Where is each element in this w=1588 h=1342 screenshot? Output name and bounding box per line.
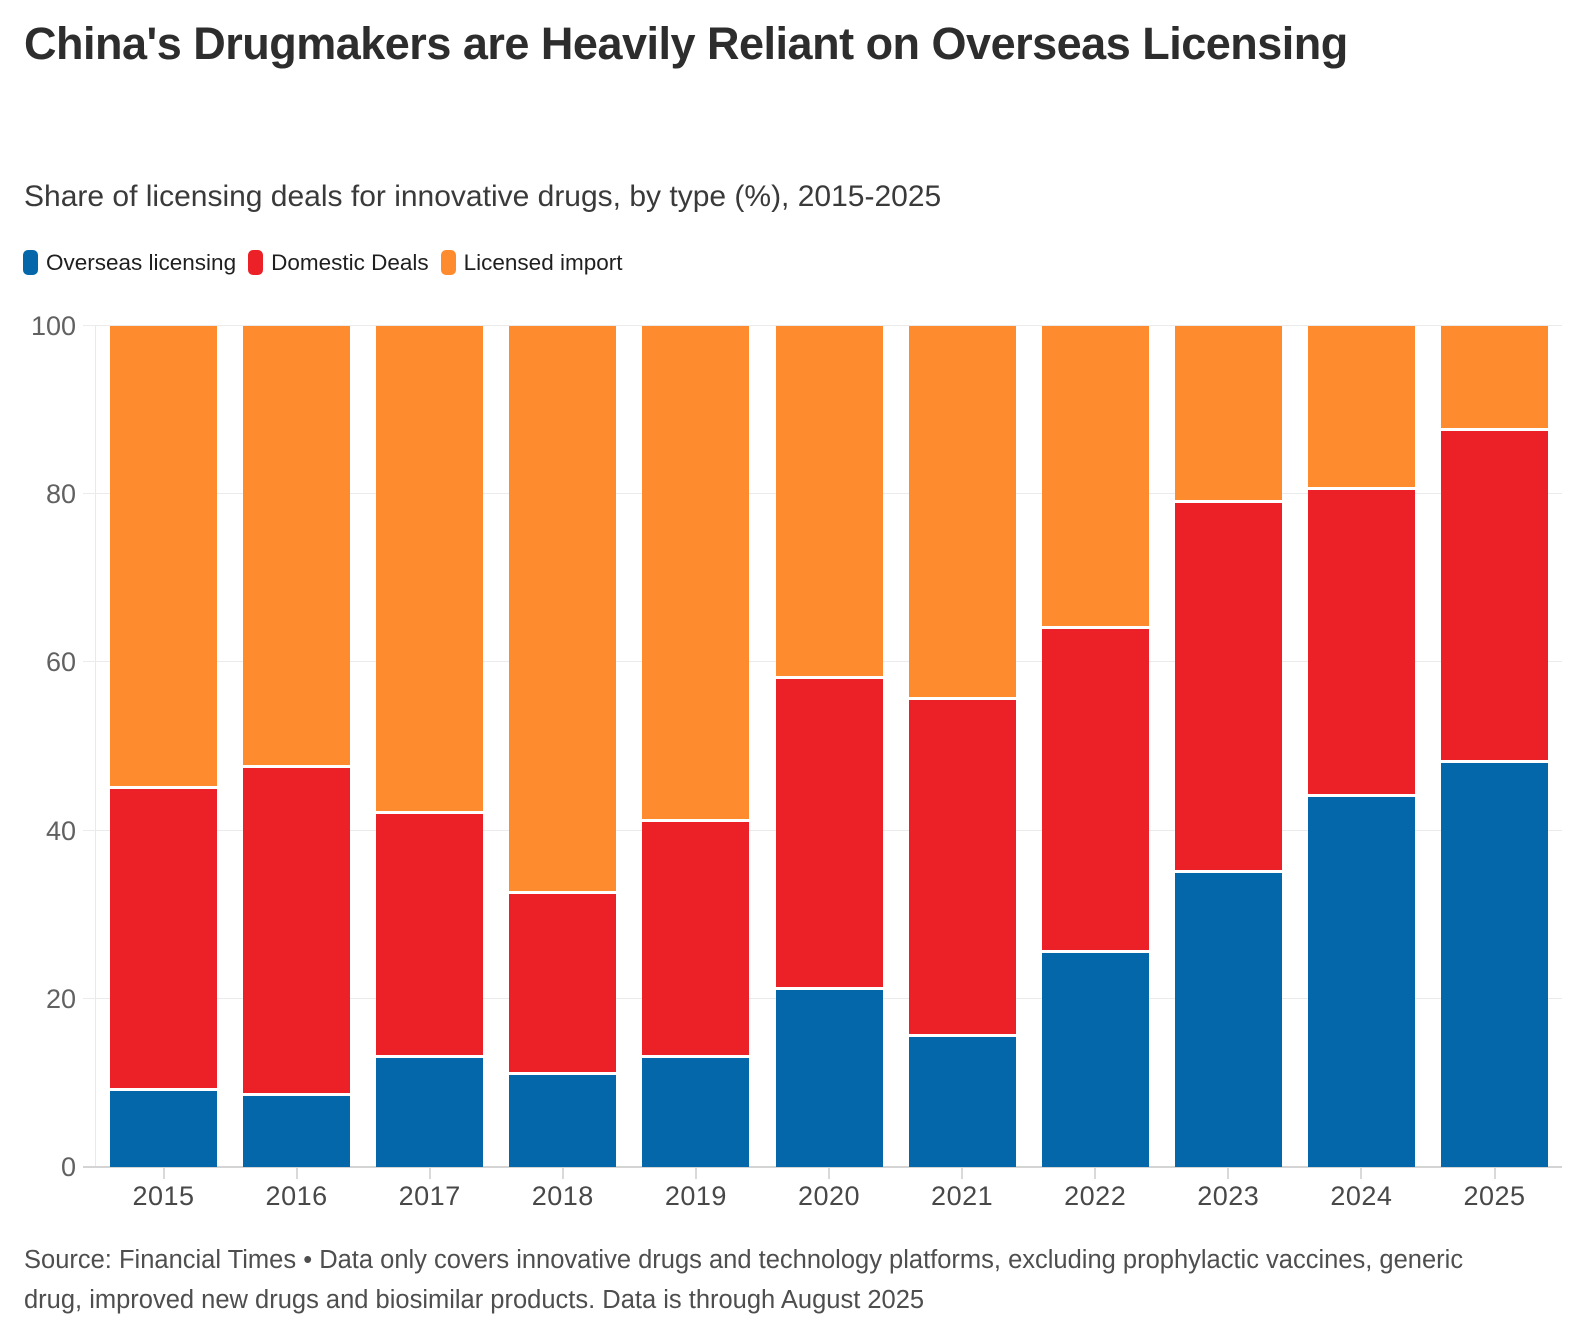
bar-segment-overseas-licensing-2023 [1174,872,1282,1167]
legend-item: Overseas licensing [23,250,236,275]
x-axis-tick [295,1168,298,1179]
x-axis-label-2019: 2019 [664,1181,727,1211]
bar-segment-domestic-deals-2020 [775,679,883,991]
bar-segment-overseas-licensing-2015 [110,1091,217,1167]
bar-column-2021 [908,326,1016,1167]
legend-swatch [248,250,264,275]
bar-column-2023 [1174,326,1282,1167]
bar-segment-domestic-deals-2017 [376,813,484,1058]
bar-segment-licensed-import-2015 [110,326,217,789]
x-axis-tick [162,1168,165,1179]
x-axis-label-2015: 2015 [132,1181,195,1211]
legend-swatch [440,250,456,275]
bar-segment-licensed-import-2018 [509,326,617,894]
gridline [83,325,1562,326]
plot-area [83,325,1562,1168]
y-axis-tick-label: 20 [45,983,76,1014]
x-axis-label-2025: 2025 [1463,1181,1526,1211]
bar-column-2019 [642,326,750,1167]
bar-segment-licensed-import-2020 [775,326,883,680]
bar-segment-licensed-import-2017 [376,326,484,814]
bar-segment-overseas-licensing-2025 [1441,763,1548,1167]
bar-column-2016 [243,326,351,1167]
bar-column-2025 [1441,326,1548,1167]
y-axis-tick-label: 0 [60,1152,76,1182]
bar-segment-licensed-import-2021 [908,326,1016,701]
bar-segment-domestic-deals-2024 [1307,490,1415,797]
legend-label: Licensed import [463,250,623,275]
y-axis-tick-label: 100 [30,311,76,341]
x-axis-tick [694,1168,697,1179]
y-axis-tick-label: 60 [45,647,76,678]
bar-segment-overseas-licensing-2021 [908,1036,1016,1167]
bar-column-2017 [376,326,484,1167]
x-axis-tick [828,1168,830,1179]
bar-column-2018 [509,326,617,1167]
x-axis-tick [961,1168,964,1179]
bar-column-2022 [1041,326,1149,1167]
bar-segment-licensed-import-2025 [1441,326,1548,432]
bar-column-2020 [775,326,883,1167]
bar-segment-overseas-licensing-2024 [1307,796,1415,1167]
bar-segment-domestic-deals-2022 [1041,628,1149,953]
x-axis-label-2021: 2021 [931,1181,994,1211]
bar-segment-licensed-import-2024 [1307,326,1415,490]
legend-item: Licensed import [440,250,623,275]
bar-segment-domestic-deals-2021 [908,700,1016,1037]
x-axis-tick [561,1168,564,1179]
legend-label: Overseas licensing [46,250,237,275]
bar-segment-domestic-deals-2016 [243,767,351,1096]
bar-segment-domestic-deals-2018 [509,893,617,1075]
y-axis-line [95,326,96,1167]
x-axis-tick [428,1168,431,1179]
legend-label: Domestic Deals [271,250,429,275]
bar-segment-overseas-licensing-2020 [775,990,883,1167]
y-axis-tick-label: 80 [45,479,76,510]
chart-subtitle: Share of licensing deals for innovative … [24,180,942,213]
bar-segment-licensed-import-2016 [243,326,351,768]
x-axis-label-2022: 2022 [1064,1181,1127,1211]
bar-segment-overseas-licensing-2017 [376,1057,484,1167]
x-axis-baseline [83,1166,1562,1168]
source-note: Source: Financial Times • Data only cove… [24,1246,1464,1314]
bar-column-2015 [110,326,217,1167]
bar-segment-domestic-deals-2015 [110,788,217,1092]
x-axis-label-2024: 2024 [1330,1181,1393,1211]
bar-segment-overseas-licensing-2022 [1041,952,1149,1167]
x-axis-label-2017: 2017 [398,1181,461,1211]
x-axis-tick [1493,1168,1496,1179]
bar-segment-domestic-deals-2025 [1441,431,1548,764]
bar-segment-overseas-licensing-2018 [509,1074,617,1167]
bar-segment-licensed-import-2023 [1174,326,1282,503]
bar-segment-domestic-deals-2019 [642,822,750,1058]
legend: Overseas licensing Domestic Deals Licensed… [23,250,622,275]
bar-segment-overseas-licensing-2019 [642,1057,750,1167]
x-axis-label-2018: 2018 [531,1181,594,1211]
legend-item: Domestic Deals [248,250,429,275]
bar-segment-domestic-deals-2023 [1174,502,1282,873]
x-axis-tick [1360,1168,1363,1179]
x-axis-tick [1227,1168,1230,1179]
x-axis-label-2020: 2020 [797,1181,861,1211]
y-axis-tick-label: 40 [45,815,76,846]
x-axis-label-2016: 2016 [265,1181,328,1211]
bar-segment-licensed-import-2022 [1041,326,1149,629]
bar-segment-overseas-licensing-2016 [243,1095,351,1167]
chart-title: China's Drugmakers are Heavily Reliant o… [24,18,1348,69]
x-axis-tick [1094,1168,1097,1179]
legend-swatch [23,250,38,275]
bar-column-2024 [1307,326,1415,1167]
x-axis-label-2023: 2023 [1197,1181,1260,1211]
bar-segment-licensed-import-2019 [642,326,750,823]
